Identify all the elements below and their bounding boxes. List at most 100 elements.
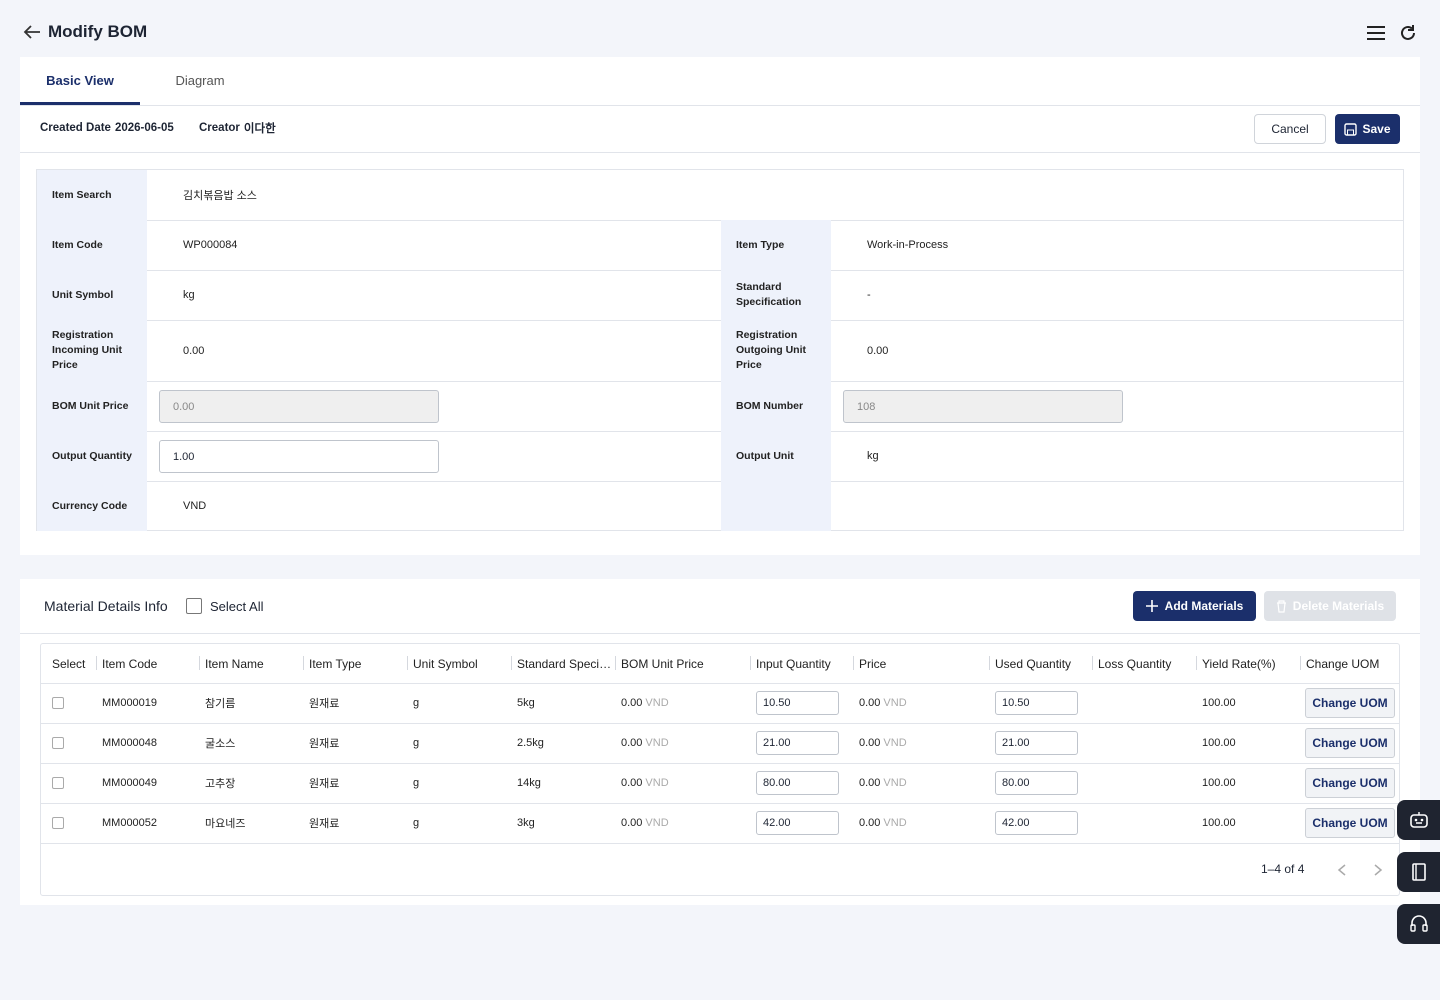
field-label: BOM Unit Price [37, 381, 147, 431]
next-page[interactable] [1372, 863, 1384, 877]
row-divider [41, 843, 1399, 844]
bot-button[interactable] [1397, 800, 1440, 840]
column-separator [1196, 656, 1197, 670]
cell: 100.00 [1202, 817, 1236, 829]
manual-button[interactable] [1397, 852, 1440, 892]
cell: 5kg [517, 697, 535, 709]
divider [20, 152, 1420, 153]
change-uom-button[interactable]: Change UOM [1305, 768, 1395, 798]
disabled-input: 0.00 [159, 390, 439, 423]
column-header: Unit Symbol [413, 657, 478, 671]
field-value: 0.00 [867, 344, 889, 357]
row-divider [37, 320, 1403, 321]
created-info: Created Date 2026-06-05 [40, 118, 174, 138]
field-label: Registration Outgoing Unit Price [721, 320, 831, 381]
column-separator [199, 656, 200, 670]
price-cell: 0.00 VND [621, 684, 669, 722]
price-value: 0.00 [621, 817, 643, 829]
cell: 원재료 [309, 778, 340, 790]
price-cell: 0.00 VND [621, 764, 669, 802]
column-header: Change UOM [1306, 657, 1380, 671]
quantity-input[interactable]: 42.00 [995, 811, 1078, 835]
column-header: Input Quantity [756, 657, 831, 671]
prev-page[interactable] [1336, 863, 1348, 877]
label: Creator [199, 122, 240, 134]
quantity-input[interactable]: 42.00 [756, 811, 839, 835]
column-separator [407, 656, 408, 670]
row-divider [37, 270, 1403, 271]
cell: 참기름 [205, 698, 236, 710]
column-separator [750, 656, 751, 670]
quantity-input[interactable]: 10.50 [756, 691, 839, 715]
column-separator [853, 656, 854, 670]
cell: MM000019 [102, 697, 158, 709]
cell: 원재료 [309, 818, 340, 830]
text-input[interactable]: 1.00 [159, 440, 439, 473]
price-cell: 0.00 VND [621, 804, 669, 842]
plus-icon [1145, 600, 1158, 612]
column-header: Yield Rate(%) [1202, 657, 1276, 671]
cell: 원재료 [309, 738, 340, 750]
price-value: 0.00 [859, 737, 881, 749]
section-title: Material Details Info [44, 598, 168, 614]
row-checkbox[interactable] [52, 697, 64, 709]
support-button[interactable] [1397, 904, 1440, 944]
divider [20, 105, 1420, 106]
cell: 100.00 [1202, 777, 1236, 789]
price-value: 0.00 [859, 777, 881, 789]
checkbox[interactable] [186, 598, 202, 614]
column-header: Price [859, 657, 887, 671]
row-divider [37, 481, 1403, 482]
back-icon[interactable] [22, 24, 42, 40]
quantity-input[interactable]: 21.00 [995, 731, 1078, 755]
quantity-input[interactable]: 80.00 [756, 771, 839, 795]
field-label: Unit Symbol [37, 270, 147, 320]
column-header: Loss Quantity [1098, 657, 1172, 671]
cell: 100.00 [1202, 697, 1236, 709]
delete-button[interactable]: Delete Materials [1264, 591, 1396, 621]
tab-indicator [20, 102, 140, 105]
quantity-input[interactable]: 80.00 [995, 771, 1078, 795]
price-cell: 0.00 VND [859, 684, 907, 722]
column-separator [1300, 656, 1301, 670]
currency: VND [645, 737, 669, 749]
column-header: Standard Specification [517, 657, 613, 671]
row-checkbox[interactable] [52, 777, 64, 789]
price-cell: 0.00 VND [621, 724, 669, 762]
quantity-input[interactable]: 21.00 [756, 731, 839, 755]
row-divider [37, 381, 1403, 382]
save-button[interactable]: Save [1335, 114, 1400, 144]
change-uom-button[interactable]: Change UOM [1305, 728, 1395, 758]
add-button[interactable]: Add Materials [1133, 591, 1256, 621]
save-icon [1344, 122, 1358, 136]
currency: VND [883, 737, 907, 749]
row-checkbox[interactable] [52, 817, 64, 829]
cancel-button[interactable]: Cancel [1254, 114, 1326, 144]
row-checkbox[interactable] [52, 737, 64, 749]
row-divider [41, 723, 1399, 724]
quantity-input[interactable]: 10.50 [995, 691, 1078, 715]
field-label-cell [721, 481, 831, 531]
field-value: kg [867, 450, 879, 462]
cell: 고추장 [205, 778, 236, 790]
page-title: Modify BOM [48, 22, 148, 41]
materials-table: Select Item Code Item Name Item Type Unit Sy… [40, 643, 1400, 896]
cell: MM000048 [102, 737, 158, 749]
change-uom-button[interactable]: Change UOM [1305, 688, 1395, 718]
cell: 14kg [517, 777, 541, 789]
refresh-icon[interactable] [1398, 23, 1418, 43]
tab[interactable]: Diagram [175, 72, 225, 88]
menu-icon[interactable] [1366, 24, 1386, 42]
field-value: 김치볶음밥 소스 [183, 190, 257, 202]
cell: 3kg [517, 817, 535, 829]
price-value: 0.00 [859, 817, 881, 829]
column-separator [1092, 656, 1093, 670]
tab-active[interactable]: Basic View [46, 72, 114, 88]
cell: g [413, 737, 420, 749]
trash-icon [1276, 599, 1286, 613]
cell: 굴소스 [205, 738, 236, 750]
field-label: BOM Number [721, 381, 831, 431]
change-uom-button[interactable]: Change UOM [1305, 808, 1395, 838]
column-header: Item Type [309, 657, 362, 671]
